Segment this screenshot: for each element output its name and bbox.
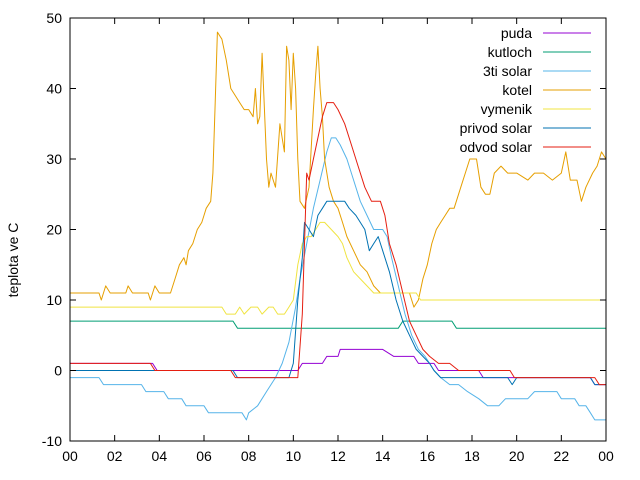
y-axis-title: teplota ve C: [5, 223, 21, 298]
y-tick-label: 20: [46, 222, 62, 238]
series-line-3ti-solar: [70, 137, 606, 421]
series-line-vymenik: [70, 221, 606, 315]
x-tick-label: 06: [196, 448, 212, 464]
x-tick-label: 02: [107, 448, 123, 464]
x-tick-label: 00: [62, 448, 78, 464]
x-tick-label: 20: [509, 448, 525, 464]
series-line-kutloch: [70, 320, 606, 329]
series-line-puda: [70, 348, 606, 386]
x-tick-label: 04: [152, 448, 168, 464]
y-tick-label: 50: [46, 10, 62, 26]
legend-label: privod solar: [460, 120, 533, 136]
x-tick-label: 16: [420, 448, 436, 464]
x-tick-label: 08: [241, 448, 257, 464]
x-tick-label: 00: [598, 448, 614, 464]
y-tick-label: 40: [46, 81, 62, 97]
series-line-odvod-solar: [70, 102, 606, 386]
x-tick-label: 18: [464, 448, 480, 464]
legend-label: vymenik: [481, 101, 533, 117]
legend-label: 3ti solar: [483, 63, 532, 79]
y-tick-label: -10: [42, 433, 62, 449]
x-tick-label: 10: [286, 448, 302, 464]
y-tick-label: 10: [46, 292, 62, 308]
x-tick-label: 22: [554, 448, 570, 464]
series-line-privod-solar: [70, 200, 606, 386]
y-tick-label: 30: [46, 151, 62, 167]
y-tick-label: 0: [54, 363, 62, 379]
series-lines: [70, 31, 607, 421]
legend: puda kutloch 3ti solar kotel vymenik privod s…: [460, 25, 591, 155]
x-tick-label: 14: [375, 448, 391, 464]
series-line-kotel: [70, 31, 607, 308]
legend-label: kotel: [502, 82, 532, 98]
x-tick-label: 12: [330, 448, 346, 464]
legend-label: odvod solar: [460, 139, 533, 155]
legend-label: puda: [501, 25, 532, 41]
legend-label: kutloch: [488, 44, 532, 60]
